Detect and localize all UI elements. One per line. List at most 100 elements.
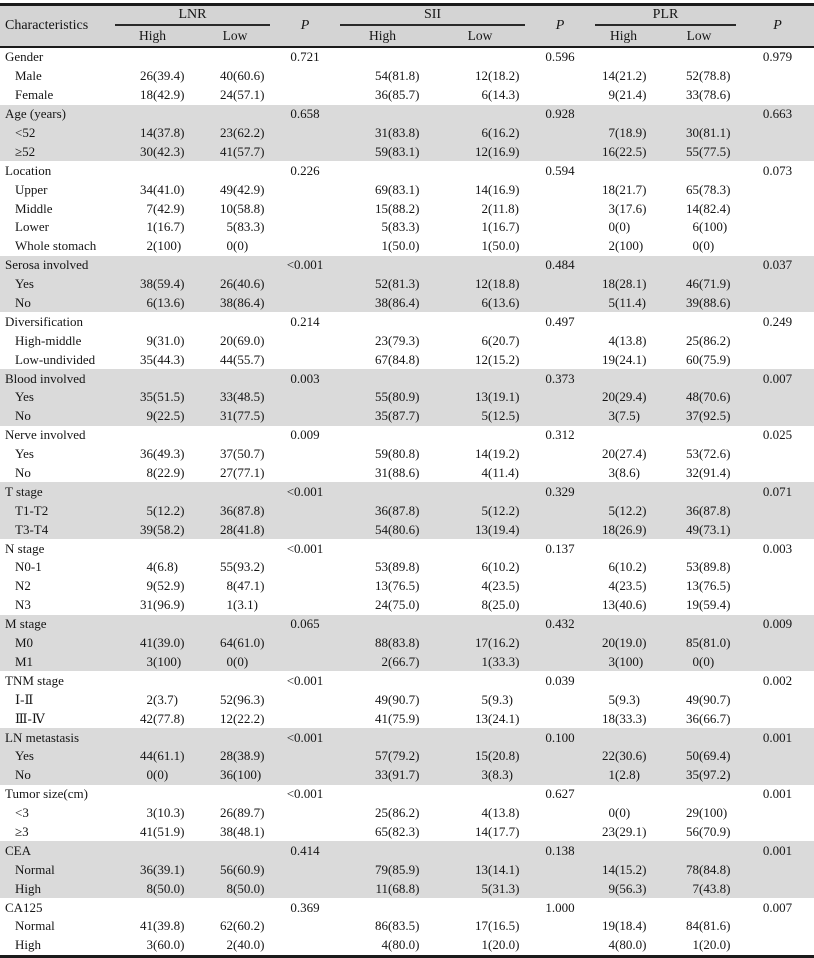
cell-sii-high: 35 (87.7) xyxy=(375,408,420,424)
data-row: Lower 1 (16.7) 5 (83.3) 5 (83.3) 1 (16.7) 0 (0) 6 (1… xyxy=(0,218,814,237)
cell-sii-high: 31 (88.6) xyxy=(375,465,420,481)
cell-sii-low: 6 (10.2) xyxy=(481,559,520,575)
cell-plr-low: 46 (71.9) xyxy=(686,276,731,292)
p-value-sii: 0.928 xyxy=(545,106,575,122)
cell-plr-low: 39 (88.6) xyxy=(686,295,731,311)
cell-plr-high: 13 (40.6) xyxy=(602,597,647,613)
p-value-sii: 0.100 xyxy=(545,729,575,745)
p-value-lnr: <0.001 xyxy=(286,540,324,556)
p-value-lnr: 0.065 xyxy=(290,616,320,632)
cell-plr-low: 0 (0) xyxy=(692,238,715,254)
cell-lnr-low: 33 (48.5) xyxy=(220,389,265,405)
cell-lnr-high: 9 (22.5) xyxy=(146,408,185,424)
row-label: T1-T2 xyxy=(15,502,49,518)
cell-sii-high: 88 (83.8) xyxy=(375,635,420,651)
row-label: M1 xyxy=(15,653,34,669)
row-label: Lower xyxy=(15,219,49,235)
cell-lnr-low: 1 (3.1) xyxy=(226,597,258,613)
section-header-row: Location 0.226 0.594 0.073 xyxy=(0,161,814,180)
data-row: Male 26 (39.4) 40 (60.6) 54 (81.8) 12 (18.2) 14 (2… xyxy=(0,67,814,86)
row-label: Female xyxy=(15,87,54,103)
cell-plr-low: 6 (100) xyxy=(692,219,728,235)
cell-plr-high: 20 (19.0) xyxy=(602,635,647,651)
p-value-lnr: <0.001 xyxy=(286,729,324,745)
cell-lnr-low: 8 (50.0) xyxy=(226,880,265,896)
cell-plr-high: 5 (9.3) xyxy=(608,691,640,707)
section-label: T stage xyxy=(5,483,43,499)
p-value-plr: 0.071 xyxy=(762,483,793,499)
section-label: Age (years) xyxy=(5,106,66,122)
cell-sii-high: 65 (82.3) xyxy=(375,823,420,839)
cell-sii-low: 5 (9.3) xyxy=(481,691,513,707)
p-value-lnr: 0.658 xyxy=(290,106,320,122)
cell-lnr-high: 9 (31.0) xyxy=(146,332,185,348)
p-value-sii: 0.138 xyxy=(545,842,575,858)
cell-sii-high: 38 (86.4) xyxy=(375,295,420,311)
cell-lnr-high: 8 (22.9) xyxy=(146,465,185,481)
cell-lnr-high: 14 (37.8) xyxy=(140,125,185,140)
cell-sii-low: 17 (16.2) xyxy=(475,635,520,651)
section-label: CEA xyxy=(5,842,31,858)
p-value-sii: 0.373 xyxy=(545,370,575,386)
row-label: High xyxy=(15,880,41,896)
cell-lnr-high: 30 (42.3) xyxy=(140,143,185,159)
row-label: Yes xyxy=(15,446,34,462)
cell-sii-low: 1 (20.0) xyxy=(481,937,520,953)
p-value-plr: 0.073 xyxy=(762,162,793,178)
cell-lnr-low: 28 (41.8) xyxy=(220,521,265,537)
cell-sii-high: 86 (83.5) xyxy=(375,918,420,934)
section-header-row: Nerve involved 0.009 0.312 0.025 xyxy=(0,426,814,445)
cell-plr-high: 7 (18.9) xyxy=(608,125,647,140)
cell-plr-low: 29 (100) xyxy=(686,805,728,821)
section-label: TNM stage xyxy=(5,672,64,688)
p-value-plr: 0.007 xyxy=(762,370,793,386)
cell-plr-high: 20 (29.4) xyxy=(602,389,647,405)
cell-plr-high: 3 (8.6) xyxy=(608,465,640,481)
p-value-plr: 0.001 xyxy=(762,786,793,802)
row-label: N0-1 xyxy=(15,559,42,575)
cell-sii-high: 79 (85.9) xyxy=(375,861,420,877)
cell-sii-high: 59 (83.1) xyxy=(375,143,420,159)
cell-sii-low: 14 (16.9) xyxy=(475,181,520,197)
section-header-row: Blood involved 0.003 0.373 0.007 xyxy=(0,369,814,389)
cell-sii-low: 2 (11.8) xyxy=(481,200,519,216)
cell-lnr-low: 64 (61.0) xyxy=(220,635,265,651)
cell-plr-high: 9 (21.4) xyxy=(608,87,647,103)
cell-sii-low: 17 (16.5) xyxy=(475,918,520,934)
cell-plr-low: 1 (20.0) xyxy=(692,937,731,953)
section-header-row: M stage 0.065 0.432 0.009 xyxy=(0,614,814,634)
row-label: Whole stomach xyxy=(15,238,97,254)
cell-lnr-low: 36 (87.8) xyxy=(220,502,265,518)
cell-lnr-low: 23 (62.2) xyxy=(220,125,265,140)
lnr-group-header: LNR xyxy=(110,6,275,26)
p-column-header-lnr: P xyxy=(300,18,310,33)
section-label: LN metastasis xyxy=(5,729,80,745)
row-label: No xyxy=(15,465,31,481)
section-header-row: Age (years) 0.658 0.928 0.663 xyxy=(0,104,814,124)
cell-sii-high: 52 (81.3) xyxy=(375,276,420,292)
cell-plr-high: 3 (100) xyxy=(608,653,644,669)
cell-lnr-high: 18 (42.9) xyxy=(140,87,185,103)
row-label: <3 xyxy=(15,805,29,821)
cell-lnr-low: 8 (47.1) xyxy=(226,578,265,594)
p-value-plr: 0.009 xyxy=(762,616,793,632)
cell-sii-high: 23 (79.3) xyxy=(375,332,420,348)
cell-plr-high: 5 (12.2) xyxy=(608,502,647,518)
p-column-header-plr: P xyxy=(773,18,782,33)
data-row: M1 3 (100) 0 (0) 2 (66.7) 1 (33.3) 3 (100) 0 (0) xyxy=(0,652,814,672)
cell-plr-high: 3 (7.5) xyxy=(608,408,640,424)
data-row: High 3 (60.0) 2 (40.0) 4 (80.0) 1 (20.0) 4 (80.0) 1… xyxy=(0,936,814,955)
cell-lnr-high: 1 (16.7) xyxy=(146,219,185,235)
p-value-sii: 0.497 xyxy=(545,313,575,329)
p-value-sii: 0.484 xyxy=(545,257,575,273)
row-label: N3 xyxy=(15,597,31,613)
cell-sii-high: 31 (83.8) xyxy=(375,125,420,140)
data-row: N3 31 (96.9) 1 (3.1) 24 (75.0) 8 (25.0) 13 (40.6) 1… xyxy=(0,596,814,615)
cell-sii-low: 12 (15.2) xyxy=(475,351,520,367)
data-row: Upper 34 (41.0) 49 (42.9) 69 (83.1) 14 (16.9) 18(… xyxy=(0,180,814,199)
cell-lnr-high: 3 (10.3) xyxy=(146,805,185,821)
cell-plr-high: 14 (15.2) xyxy=(602,861,647,877)
section-label: M stage xyxy=(5,616,47,632)
cell-plr-low: 65 (78.3) xyxy=(686,181,731,197)
